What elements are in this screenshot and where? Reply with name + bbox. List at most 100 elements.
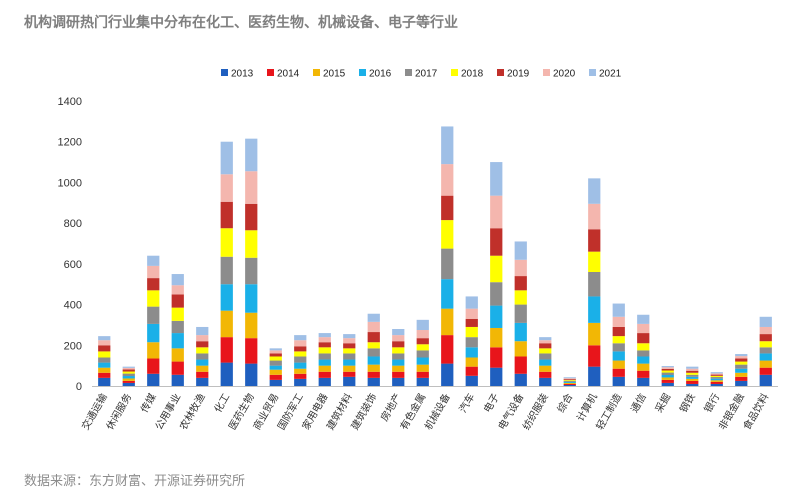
bar-segment-2020 (245, 171, 258, 204)
bar-segment-2019 (98, 345, 111, 352)
bar-segment-2018 (269, 356, 282, 361)
bar-segment-2014 (122, 380, 135, 383)
bar-segment-2018 (441, 220, 454, 249)
bar-segment-2019 (318, 342, 331, 348)
bar-segment-2013 (490, 367, 503, 386)
bar-segment-2013 (196, 377, 209, 386)
bar-segment-2014 (710, 381, 723, 384)
bar-segment-2020 (588, 203, 601, 230)
bar-stack (539, 337, 552, 386)
bar-segment-2020 (686, 368, 699, 371)
bar-segment-2014 (661, 379, 674, 383)
bar-segment-2014 (367, 371, 380, 378)
legend-swatch-2017 (405, 69, 412, 76)
bar-segment-2019 (686, 370, 699, 373)
bar-segment-2018 (539, 348, 552, 354)
bar-segment-2020 (539, 340, 552, 344)
bar-segment-2013 (539, 377, 552, 386)
bar-segment-2016 (367, 356, 380, 365)
bars-group (98, 126, 772, 387)
bar-stack (245, 138, 258, 386)
bar-segment-2016 (735, 368, 748, 373)
bar-segment-2014 (465, 366, 478, 376)
bar-stack (759, 316, 772, 386)
bar-segment-2013 (441, 363, 454, 386)
bar-segment-2017 (220, 256, 233, 285)
bar-stack (98, 336, 111, 386)
bar-segment-2020 (196, 335, 209, 342)
bar-segment-2018 (294, 351, 307, 357)
data-source: 数据来源：东方财富、开源证券研究所 (24, 474, 246, 489)
bar-segment-2021 (196, 326, 209, 336)
bar-segment-2015 (269, 369, 282, 375)
bar-segment-2018 (98, 351, 111, 358)
bar-segment-2021 (735, 354, 748, 357)
bar-segment-2014 (588, 345, 601, 367)
bar-segment-2018 (318, 347, 331, 354)
bar-segment-2014 (147, 358, 160, 374)
bar-segment-2021 (441, 126, 454, 165)
bar-segment-2019 (637, 333, 650, 344)
bar-segment-2020 (735, 356, 748, 359)
bar-stack (220, 141, 233, 386)
bar-segment-2015 (416, 364, 429, 372)
bar-segment-2020 (171, 285, 184, 295)
bar-segment-2015 (98, 367, 111, 373)
bar-segment-2016 (318, 359, 331, 366)
bar-segment-2015 (122, 378, 135, 381)
bar-segment-2020 (661, 367, 674, 369)
bar-segment-2016 (612, 351, 625, 361)
bar-segment-2013 (416, 377, 429, 386)
bar-segment-2018 (637, 343, 650, 351)
bar-segment-2016 (220, 284, 233, 311)
bar-segment-2015 (661, 377, 674, 380)
bar-segment-2016 (710, 378, 723, 381)
bar-segment-2021 (686, 366, 699, 369)
bar-segment-2014 (269, 374, 282, 380)
bar-segment-2018 (563, 379, 576, 381)
bar-segment-2013 (759, 374, 772, 386)
bar-segment-2013 (318, 377, 331, 386)
bar-segment-2016 (661, 375, 674, 378)
bar-segment-2013 (245, 363, 258, 386)
bar-segment-2017 (661, 372, 674, 375)
bar-segment-2021 (588, 178, 601, 204)
bar-segment-2013 (514, 373, 527, 386)
bar-stack (392, 329, 405, 386)
bar-segment-2020 (563, 378, 576, 380)
bar-segment-2014 (245, 338, 258, 364)
y-tick-label: 0 (76, 381, 82, 393)
chart-legend: 2013 2014 2015 2016 2017 2018 2019 2020 2021 (221, 69, 622, 80)
bar-segment-2015 (441, 308, 454, 336)
bar-segment-2021 (539, 337, 552, 341)
bar-segment-2021 (245, 138, 258, 172)
bar-stack (416, 319, 429, 386)
x-tick-label: 电子 (481, 391, 502, 415)
bar-segment-2015 (710, 380, 723, 382)
bar-segment-2019 (245, 203, 258, 231)
bar-segment-2019 (514, 276, 527, 291)
bar-segment-2014 (490, 347, 503, 368)
bar-segment-2018 (686, 372, 699, 375)
bar-segment-2014 (294, 373, 307, 379)
bar-segment-2019 (588, 229, 601, 252)
bar-segment-2013 (563, 384, 576, 386)
legend-swatch-2020 (543, 69, 550, 76)
bar-segment-2017 (441, 248, 454, 280)
bar-segment-2013 (465, 375, 478, 386)
bar-segment-2016 (416, 357, 429, 365)
bar-segment-2016 (465, 347, 478, 358)
x-tick-label: 通信 (629, 392, 649, 415)
y-tick-label: 800 (64, 218, 82, 230)
bar-segment-2017 (343, 353, 356, 360)
bar-segment-2017 (318, 353, 331, 360)
bar-segment-2015 (514, 341, 527, 357)
chart-title: 机构调研热门行业集中分布在化工、医药生物、机械设备、电子等行业 (24, 15, 458, 31)
bar-segment-2020 (98, 340, 111, 346)
bar-segment-2013 (220, 362, 233, 386)
bar-segment-2017 (710, 377, 723, 379)
bar-segment-2019 (490, 228, 503, 256)
bar-segment-2015 (171, 348, 184, 362)
bar-segment-2019 (759, 334, 772, 342)
